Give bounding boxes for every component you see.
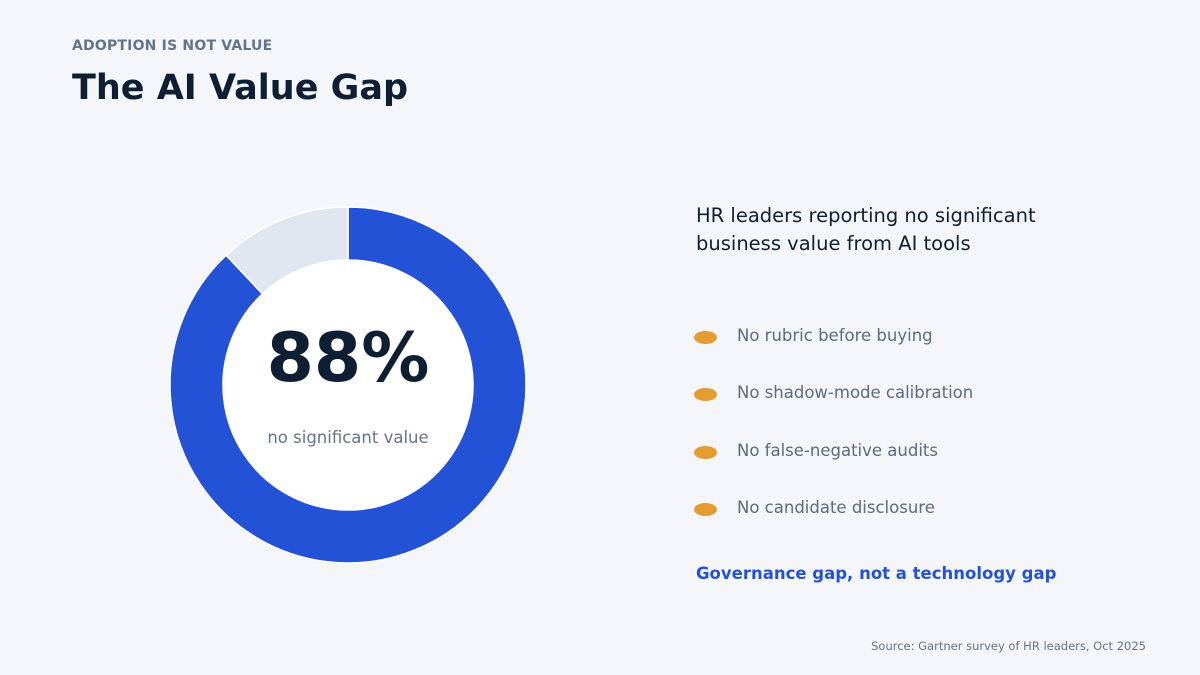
list-item-label: No rubric before buying bbox=[737, 326, 933, 345]
center-value: 88% bbox=[266, 319, 430, 398]
bullet-dot-icon bbox=[694, 388, 717, 402]
bullet-dot-icon bbox=[694, 445, 717, 459]
list-item-label: No shadow-mode calibration bbox=[737, 383, 974, 403]
page-title: The AI Value Gap bbox=[72, 68, 409, 108]
donut-slice-2 bbox=[225, 206, 349, 295]
list-item-label: No false-negative audits bbox=[737, 440, 938, 460]
eyebrow-label: ADOPTION IS NOT VALUE bbox=[72, 38, 273, 54]
bullet-dot-icon bbox=[694, 331, 717, 344]
panel-heading: HR leaders reporting no significant busi… bbox=[696, 204, 1036, 255]
bullet-dot-icon bbox=[694, 502, 717, 516]
center-label: no significant value bbox=[267, 428, 429, 447]
callout-text: Governance gap, not a technology gap bbox=[696, 564, 1057, 583]
source-note: Source: Gartner survey of HR leaders, Oc… bbox=[871, 639, 1146, 653]
donut-svg bbox=[169, 206, 527, 564]
list-item-label: No candidate disclosure bbox=[737, 497, 935, 517]
donut-hole bbox=[223, 260, 473, 510]
donut-chart: 88% no significant value bbox=[168, 205, 528, 565]
